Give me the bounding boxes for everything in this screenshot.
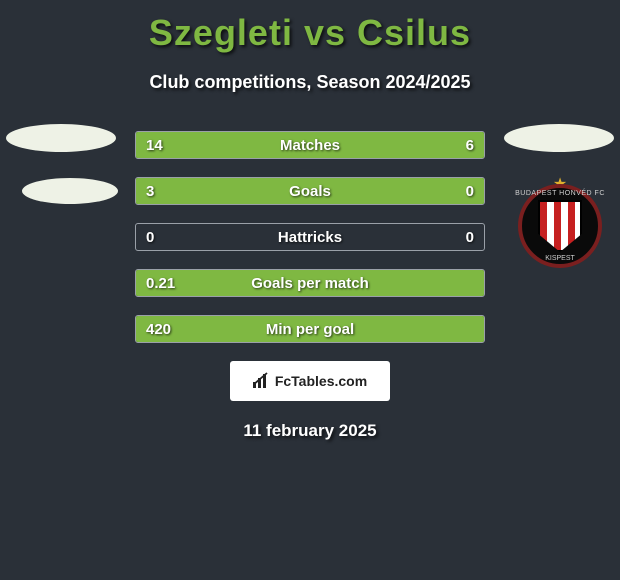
subtitle: Club competitions, Season 2024/2025 xyxy=(0,72,620,93)
stat-label: Min per goal xyxy=(136,321,484,338)
stat-row: 30Goals xyxy=(135,177,485,205)
stat-label: Matches xyxy=(136,137,484,154)
watermark: FcTables.com xyxy=(230,361,390,401)
stat-label: Goals per match xyxy=(136,275,484,292)
page-title: Szegleti vs Csilus xyxy=(0,0,620,54)
stat-row: 420Min per goal xyxy=(135,315,485,343)
title-vs: vs xyxy=(304,12,346,53)
stat-label: Hattricks xyxy=(136,229,484,246)
date: 11 february 2025 xyxy=(0,421,620,441)
stat-row: 0.21Goals per match xyxy=(135,269,485,297)
stat-row: 00Hattricks xyxy=(135,223,485,251)
comparison-chart: 146Matches 30Goals 00Hattricks 0.21Goals pe… xyxy=(0,131,620,343)
stat-label: Goals xyxy=(136,183,484,200)
title-player1: Szegleti xyxy=(149,12,293,53)
bars-icon xyxy=(253,372,271,391)
stat-row: 146Matches xyxy=(135,131,485,159)
title-player2: Csilus xyxy=(357,12,471,53)
watermark-text: FcTables.com xyxy=(275,373,367,389)
